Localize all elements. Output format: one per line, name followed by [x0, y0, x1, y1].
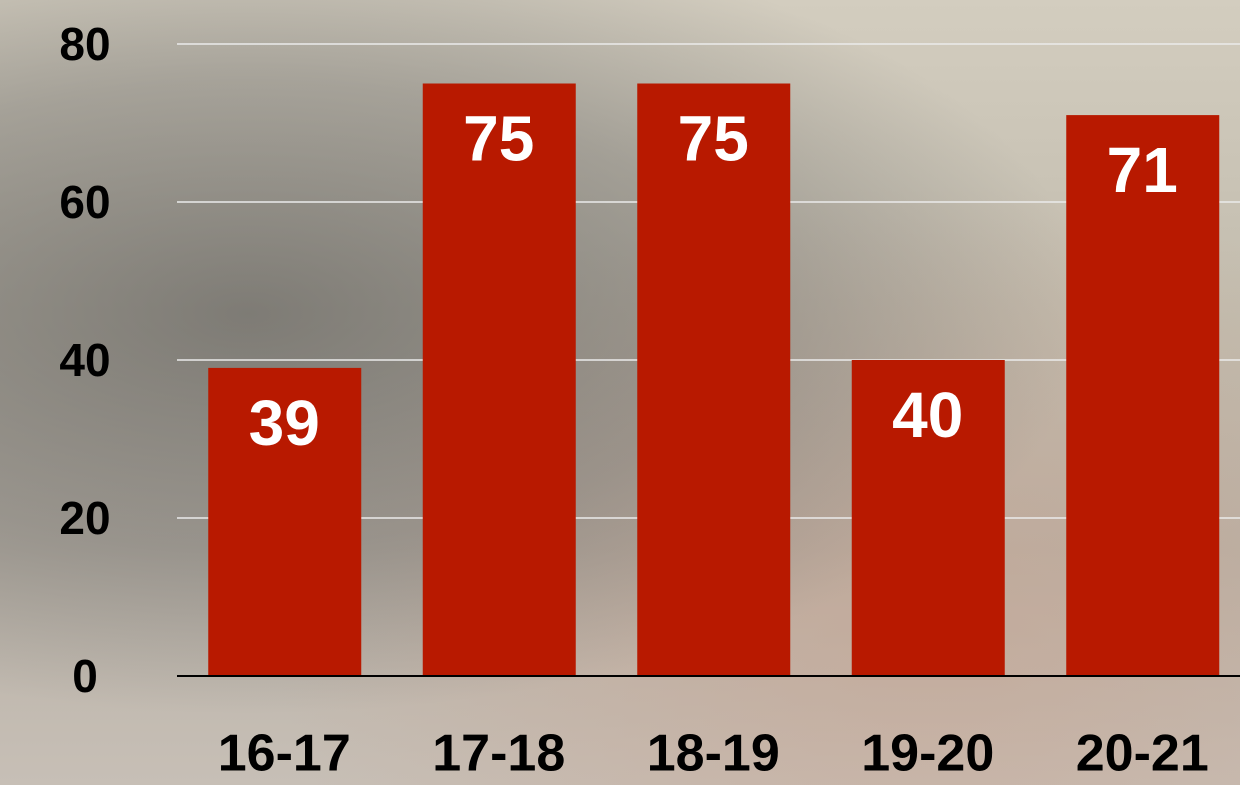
value-label: 39 — [249, 387, 320, 459]
x-tick-label: 20-21 — [1076, 725, 1209, 783]
value-label: 75 — [678, 102, 749, 174]
chart: 0 20 40 60 80 39 16-17 75 17-18 75 18-19 40 19-20 71 2… — [0, 0, 1240, 785]
value-label: 75 — [463, 102, 534, 174]
x-tick-label: 16-17 — [218, 725, 351, 783]
y-tick-label: 20 — [59, 492, 110, 544]
x-tick-label: 19-20 — [861, 725, 994, 783]
y-tick-label: 80 — [59, 18, 110, 70]
x-tick-label: 18-19 — [647, 725, 780, 783]
x-tick-label: 17-18 — [432, 725, 565, 783]
value-label: 71 — [1107, 134, 1178, 206]
y-tick-label: 60 — [59, 176, 110, 228]
y-tick-label: 40 — [59, 334, 110, 386]
background: 0 20 40 60 80 39 16-17 75 17-18 75 18-19 40 19-20 71 2… — [0, 0, 1240, 785]
y-tick-label: 0 — [72, 650, 98, 702]
value-label: 40 — [892, 379, 963, 451]
